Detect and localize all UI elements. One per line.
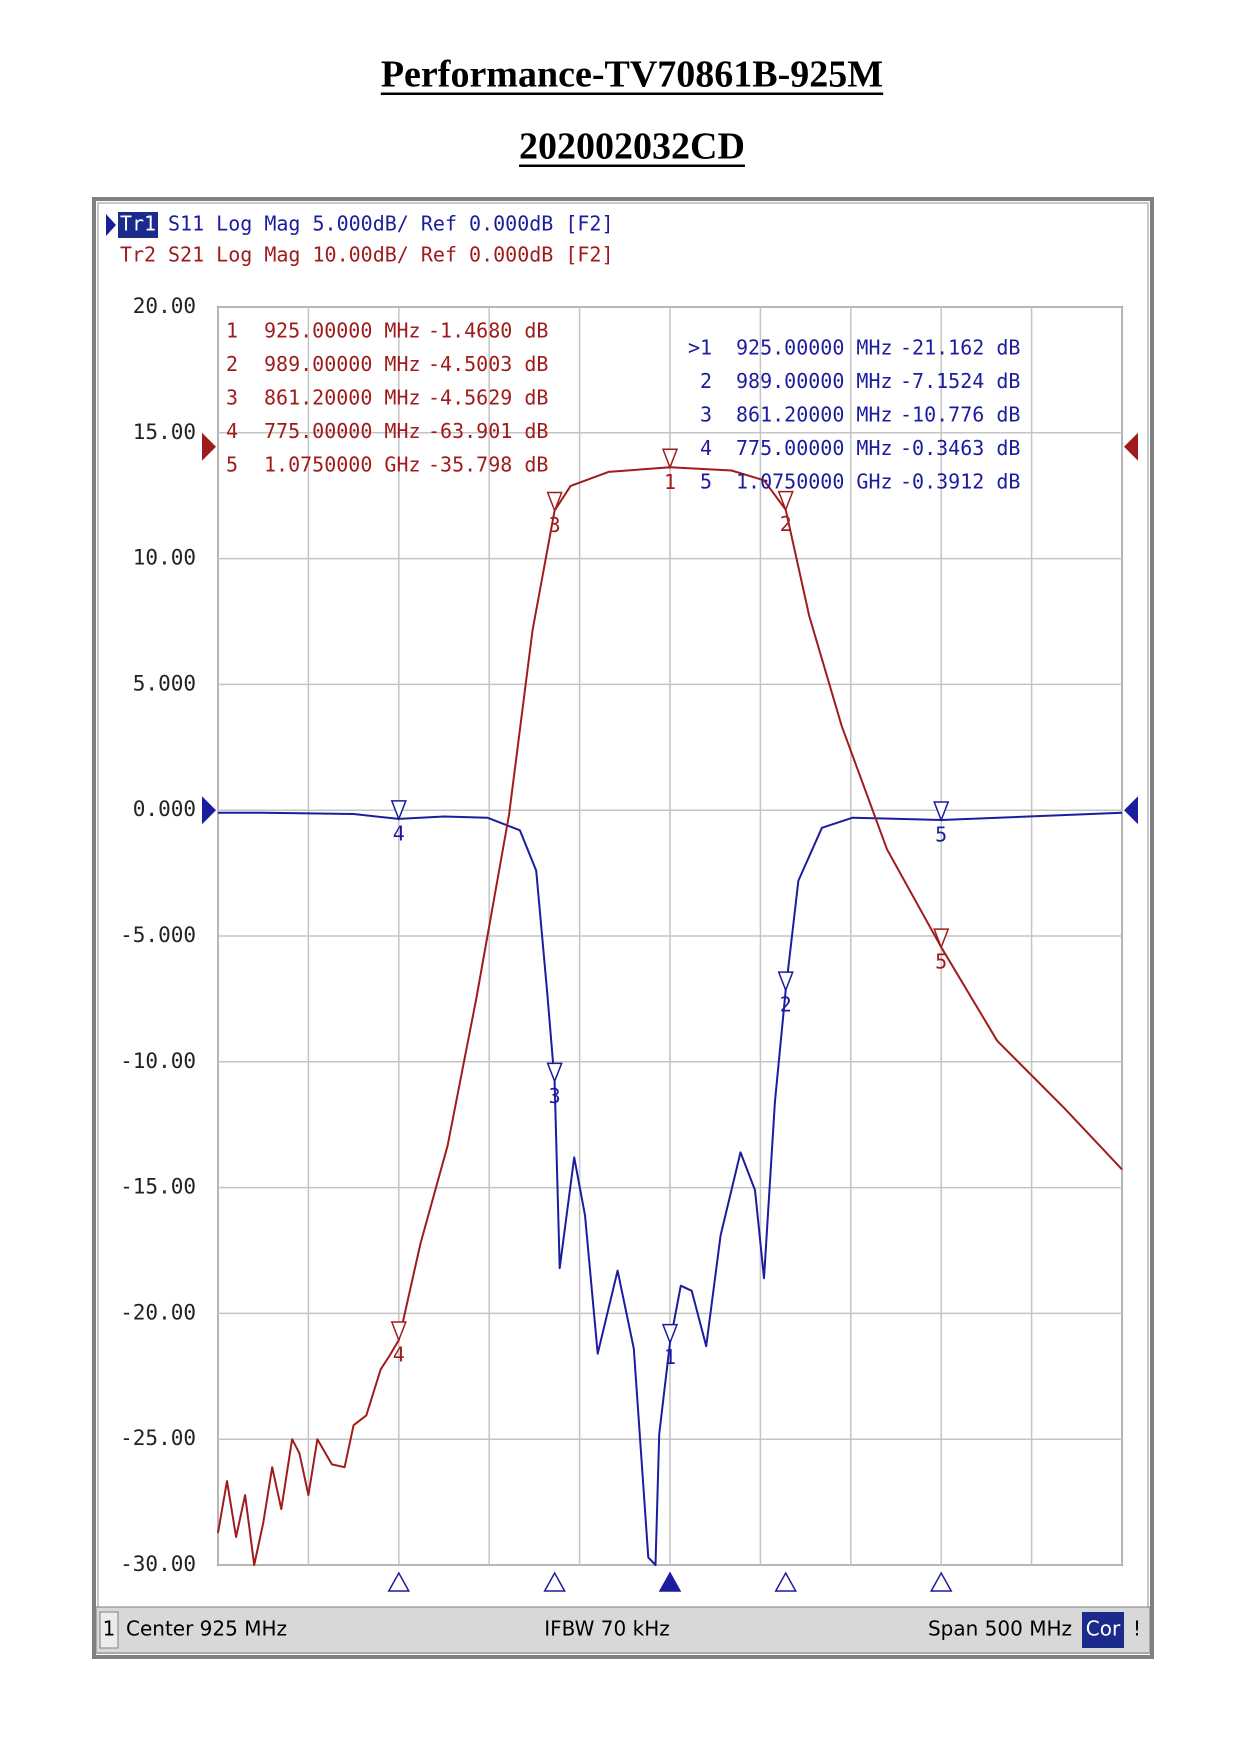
- trace-marker: [546, 491, 563, 513]
- ifbw: IFBW 70 kHz: [544, 1617, 669, 1641]
- channel: 1: [103, 1617, 116, 1641]
- y-tick-label: -5.000: [120, 923, 196, 947]
- marker-number: 1: [226, 319, 238, 343]
- marker-value: -4.5629 dB: [428, 386, 548, 410]
- channel-box: [99, 1611, 119, 1649]
- correction-box: [1082, 1612, 1124, 1648]
- marker-frequency: 1.0750000 GHz: [736, 470, 893, 494]
- reference-marker-right: [1124, 796, 1138, 825]
- marker-frequency: 775.00000 MHz: [736, 436, 893, 460]
- trace-marker-label: 5: [935, 823, 947, 847]
- y-tick-label: 20.00: [133, 294, 196, 318]
- trace-marker: [661, 448, 679, 470]
- marker-value: -0.3463 dB: [900, 436, 1020, 460]
- trace-marker-label: 3: [549, 513, 561, 537]
- trace-marker: [777, 490, 794, 512]
- y-tick-label: -10.00: [120, 1049, 196, 1073]
- marker-number: 4: [700, 436, 712, 460]
- y-tick-label: 5.000: [133, 671, 196, 695]
- trace-marker-label: 2: [780, 512, 792, 536]
- trace-marker-label: 1: [664, 1345, 676, 1369]
- marker-frequency: 861.20000 MHz: [736, 403, 893, 427]
- marker-frequency: 925.00000 MHz: [736, 336, 893, 360]
- y-tick-label: -30.00: [120, 1552, 196, 1576]
- y-tick-label: -20.00: [120, 1300, 196, 1324]
- alert: !: [1133, 1617, 1141, 1641]
- marker-number: 2: [700, 369, 712, 393]
- marker-value: -10.776 dB: [900, 403, 1020, 427]
- trace-marker-label: 2: [780, 993, 792, 1017]
- active-trace-pointer: [106, 214, 116, 236]
- page-title: Performance-TV70861B-925M: [381, 54, 883, 96]
- active-trace-box: [118, 212, 158, 238]
- marker-number: 4: [226, 419, 238, 443]
- marker-frequency: 861.20000 MHz: [264, 386, 421, 410]
- trace-marker-label: 1: [664, 470, 676, 494]
- y-tick-label: 10.00: [133, 546, 196, 570]
- marker-value: -4.5003 dB: [428, 352, 548, 376]
- trace-header: S11 Log Mag 5.000dB/ Ref 0.000dB [F2]: [168, 212, 614, 236]
- y-tick-label: 15.00: [133, 420, 196, 444]
- y-tick-label: -25.00: [120, 1426, 196, 1450]
- stimulus-marker: [929, 1571, 953, 1592]
- marker-frequency: 989.00000 MHz: [736, 369, 893, 393]
- active-marker-prefix: >: [688, 336, 700, 360]
- trace-marker-label: 3: [549, 1084, 561, 1108]
- trace-id: Tr2: [120, 243, 156, 267]
- marker-value: -1.4680 dB: [428, 319, 548, 343]
- correction: Cor: [1086, 1617, 1121, 1641]
- marker-value: -21.162 dB: [900, 336, 1020, 360]
- stimulus-marker: [774, 1571, 797, 1592]
- marker-number: 1: [700, 336, 712, 360]
- trace-line: [217, 466, 1123, 1566]
- marker-number: 2: [226, 352, 238, 376]
- marker-frequency: 1.0750000 GHz: [264, 453, 421, 477]
- status-bar: [95, 1606, 1151, 1654]
- span: Span 500 MHz: [928, 1617, 1072, 1641]
- marker-number: 5: [700, 470, 712, 494]
- trace-marker: [933, 928, 950, 950]
- trace-line: [218, 811, 1123, 1566]
- trace-marker-label: 4: [393, 1342, 405, 1366]
- center-frequency: Center 925 MHz: [126, 1617, 287, 1641]
- trace-marker: [390, 1321, 407, 1343]
- stimulus-marker: [387, 1571, 411, 1592]
- trace-marker-label: 5: [935, 950, 947, 974]
- y-tick-label: -15.00: [120, 1175, 196, 1199]
- marker-value: -0.3912 dB: [900, 470, 1020, 494]
- marker-frequency: 775.00000 MHz: [264, 419, 421, 443]
- marker-value: -35.798 dB: [428, 453, 548, 477]
- marker-value: -63.901 dB: [428, 419, 548, 443]
- trace-header: S21 Log Mag 10.00dB/ Ref 0.000dB [F2]: [168, 243, 614, 267]
- trace-marker: [661, 1323, 679, 1345]
- reference-marker-left: [202, 796, 216, 825]
- marker-number: 3: [226, 386, 238, 410]
- reference-marker-right: [1124, 432, 1138, 461]
- stimulus-marker: [658, 1571, 682, 1592]
- marker-number: 5: [226, 453, 238, 477]
- trace-marker: [390, 800, 407, 821]
- marker-frequency: 989.00000 MHz: [264, 352, 421, 376]
- reference-marker-left: [202, 432, 216, 461]
- trace-id: Tr1: [120, 212, 156, 236]
- stimulus-marker: [543, 1571, 566, 1592]
- page-subtitle: 202002032CD: [519, 126, 745, 168]
- trace-marker-label: 4: [393, 821, 405, 845]
- trace-marker: [546, 1062, 563, 1084]
- trace-marker: [777, 971, 794, 993]
- marker-value: -7.1524 dB: [900, 369, 1020, 393]
- marker-number: 3: [700, 403, 712, 427]
- y-tick-label: 0.000: [133, 797, 196, 821]
- trace-marker: [933, 801, 950, 823]
- marker-frequency: 925.00000 MHz: [264, 319, 421, 343]
